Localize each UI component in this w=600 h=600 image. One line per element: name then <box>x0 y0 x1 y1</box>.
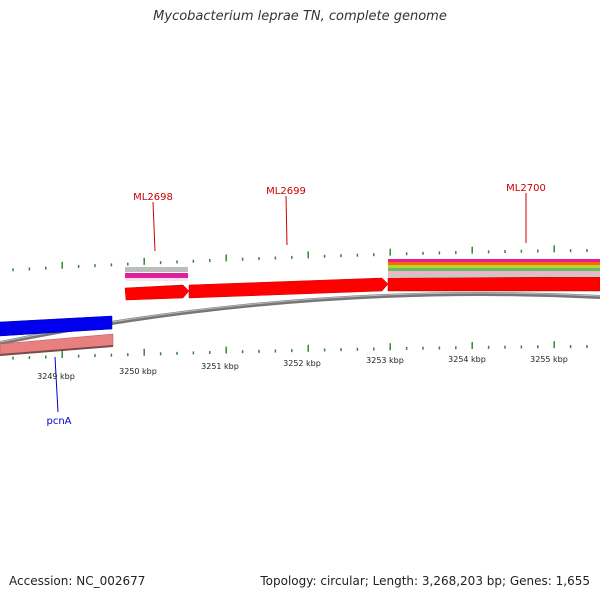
feature-band-yellowgreen[interactable] <box>388 265 600 268</box>
feature-band-grey[interactable] <box>388 274 600 277</box>
tick-ring-outer <box>12 245 588 272</box>
kbp-label: 3252 kbp <box>283 359 321 368</box>
feature-band-pink[interactable] <box>388 271 600 274</box>
cds-ml2700[interactable] <box>387 276 600 292</box>
kbp-label: 3251 kbp <box>201 362 239 371</box>
leader-pcna <box>54 356 59 413</box>
kbp-label: 3250 kbp <box>119 367 157 376</box>
kbp-label: 3249 kbp <box>37 372 75 381</box>
gene-label-ml2699[interactable]: ML2699 <box>266 186 306 197</box>
accession-text: Accession: NC_002677 <box>9 574 146 588</box>
tick-ring-inner <box>12 341 588 360</box>
gene-label-pcna[interactable]: pcnA <box>46 416 71 427</box>
kbp-labels: 3249 kbp 3250 kbp 3251 kbp 3252 kbp 3253… <box>37 355 568 381</box>
cds-pcna[interactable] <box>0 315 113 337</box>
leader-ml2699 <box>285 195 288 246</box>
feature-band-green[interactable] <box>388 268 600 271</box>
map-title: Mycobacterium leprae TN, complete genome <box>153 9 447 24</box>
kbp-label: 3254 kbp <box>448 355 486 364</box>
leader-ml2698 <box>152 201 156 252</box>
forward-track <box>124 259 600 301</box>
feature-pcna-pseudo[interactable] <box>0 333 114 356</box>
feature-band-magenta[interactable] <box>388 259 600 262</box>
gene-label-ml2700[interactable]: ML2700 <box>506 183 546 194</box>
gene-label-ml2698[interactable]: ML2698 <box>133 192 173 203</box>
feature-grey[interactable] <box>125 267 188 272</box>
feature-band-orange[interactable] <box>388 262 600 265</box>
reverse-track <box>0 315 114 356</box>
cds-ml2699[interactable] <box>188 277 389 299</box>
feature-white-gap <box>125 278 188 281</box>
feature-pcna-pseudo-shadow <box>0 345 113 356</box>
gene-labels: ML2698 ML2699 ML2700 pcnA <box>46 183 545 427</box>
kbp-label: 3255 kbp <box>530 355 568 364</box>
genome-summary-text: Topology: circular; Length: 3,268,203 bp… <box>260 574 590 588</box>
kbp-label: 3253 kbp <box>366 356 404 365</box>
feature-magenta[interactable] <box>125 273 188 278</box>
cds-ml2698[interactable] <box>124 284 190 301</box>
